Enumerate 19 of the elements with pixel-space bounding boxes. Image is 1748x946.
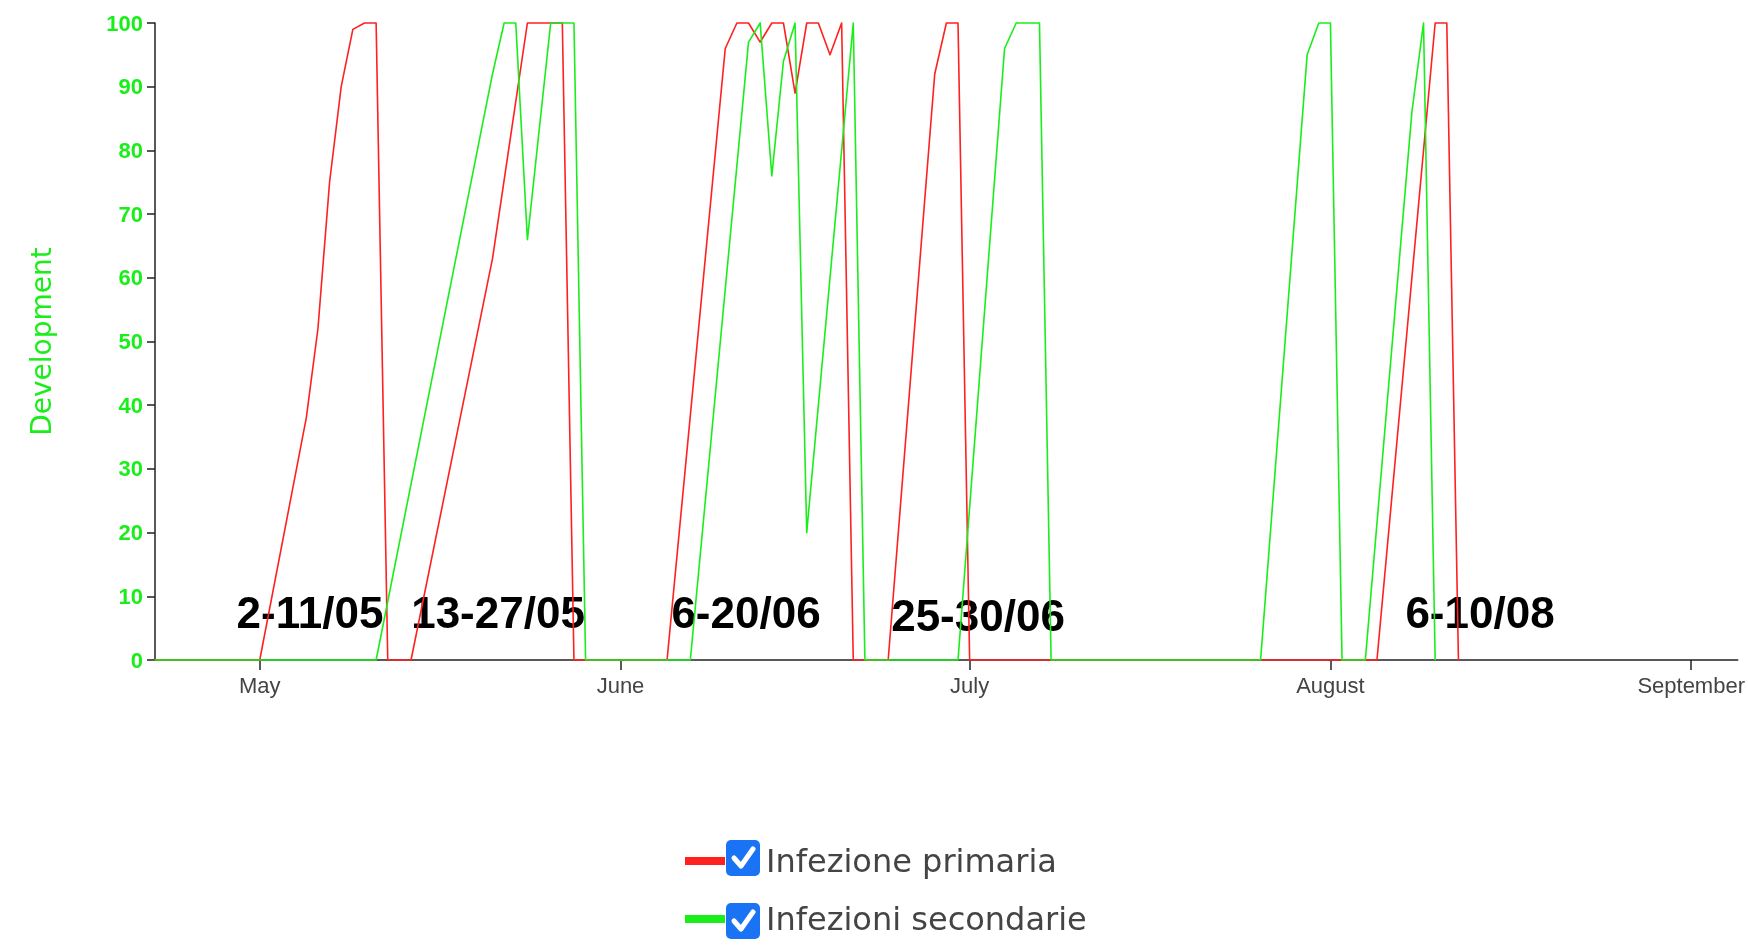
y-tick-label: 50	[118, 329, 143, 354]
y-tick-label: 90	[118, 74, 143, 100]
y-tick-label: 0	[130, 647, 143, 673]
x-tick-label: August	[1296, 672, 1365, 698]
x-tick-label: September	[1637, 672, 1745, 698]
y-tick-label: 30	[118, 456, 143, 482]
y-tick-label: 10	[118, 583, 143, 609]
y-tick-label: 70	[118, 201, 143, 227]
y-tick-label: 20	[118, 520, 143, 546]
y-tick-label: 40	[118, 392, 143, 418]
y-tick-label: 80	[118, 137, 143, 163]
y-axis-title: Development	[24, 247, 58, 436]
y-tick-label: 100	[106, 10, 143, 36]
legend-label: Infezione primaria	[766, 842, 1057, 880]
x-tick-label: July	[950, 672, 990, 698]
x-tick-label: May	[238, 672, 281, 698]
legend-label: Infezioni secondarie	[766, 900, 1087, 938]
y-tick-label: 60	[118, 265, 143, 291]
x-tick-label: June	[596, 672, 645, 698]
